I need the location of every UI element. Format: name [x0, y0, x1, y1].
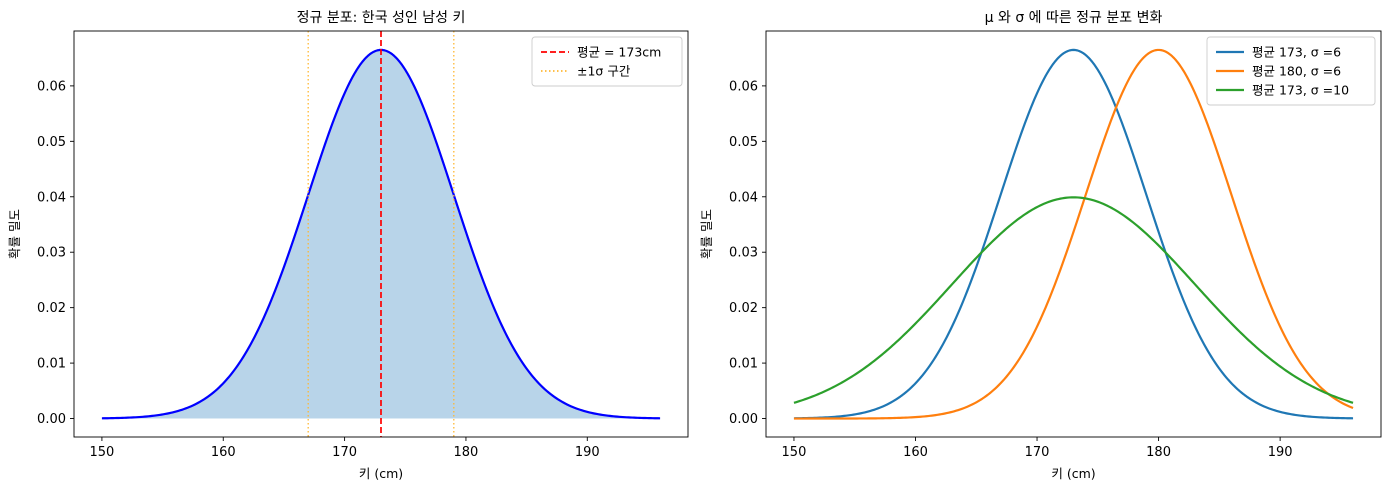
- axes-frame: [73, 30, 689, 438]
- y-tick-label: 0.06: [37, 79, 66, 94]
- x-axis-label: 키 (cm): [1051, 466, 1095, 481]
- y-axis-label: 확률 밀도: [7, 209, 22, 259]
- y-tick-label: 0.04: [37, 190, 66, 205]
- y-tick-label: 0.00: [37, 412, 66, 427]
- x-tick-label: 170: [1025, 445, 1050, 460]
- series-line-2: [793, 48, 1354, 420]
- axes-frame: [765, 30, 1382, 438]
- x-tick-label: 180: [1146, 445, 1171, 460]
- x-tick-label: 160: [211, 445, 236, 460]
- chart-panel-1: 150 160 170 180 190 0.00 0.01 0.02 0.03 0.04 0.05 0…: [7, 10, 689, 481]
- legend-label: 평균 173, σ =6: [1252, 45, 1341, 60]
- legend-label: 평균 180, σ =6: [1252, 64, 1341, 79]
- x-tick-label: 180: [454, 445, 479, 460]
- legend-label: 평균 173, σ =10: [1252, 83, 1349, 98]
- x-tick-label: 190: [1268, 445, 1293, 460]
- legend-label: ±1σ 구간: [577, 64, 631, 79]
- chart-title: μ 와 σ 에 따른 정규 분포 변화: [985, 10, 1163, 26]
- legend: 평균 173, σ =6 평균 180, σ =6 평균 173, σ =10: [1206, 36, 1376, 106]
- chart-panel-2: 150 160 170 180 190 0.00 0.01 0.02 0.03 0.04 0.05 0…: [699, 10, 1382, 481]
- y-tick-label: 0.03: [729, 246, 758, 261]
- plot-area: [101, 31, 661, 437]
- y-tick-label: 0.01: [729, 357, 758, 372]
- y-tick-label: 0.04: [729, 190, 758, 205]
- series-line-1: [793, 48, 1354, 420]
- x-tick-label: 150: [89, 445, 114, 460]
- x-tick-label: 190: [575, 445, 600, 460]
- y-tick-label: 0.02: [37, 301, 66, 316]
- y-tick-label: 0.01: [37, 357, 66, 372]
- y-axis-label: 확률 밀도: [699, 209, 714, 259]
- legend: 평균 = 173cm ±1σ 구간: [531, 36, 683, 87]
- plot-area: [793, 48, 1354, 420]
- y-tick-label: 0.03: [37, 246, 66, 261]
- x-tick-label: 160: [903, 445, 928, 460]
- y-tick-label: 0.00: [729, 412, 758, 427]
- x-tick-label: 150: [782, 445, 807, 460]
- y-tick-label: 0.02: [729, 301, 758, 316]
- x-tick-label: 170: [332, 445, 357, 460]
- x-axis-label: 키 (cm): [359, 466, 403, 481]
- series-line-3: [793, 196, 1354, 404]
- legend-label: 평균 = 173cm: [577, 45, 661, 60]
- chart-title: 정규 분포: 한국 성인 남성 키: [297, 10, 466, 26]
- legend-box: [1206, 36, 1376, 106]
- y-tick-label: 0.05: [729, 135, 758, 150]
- legend-box: [531, 36, 683, 87]
- y-tick-label: 0.06: [729, 79, 758, 94]
- y-tick-label: 0.05: [37, 135, 66, 150]
